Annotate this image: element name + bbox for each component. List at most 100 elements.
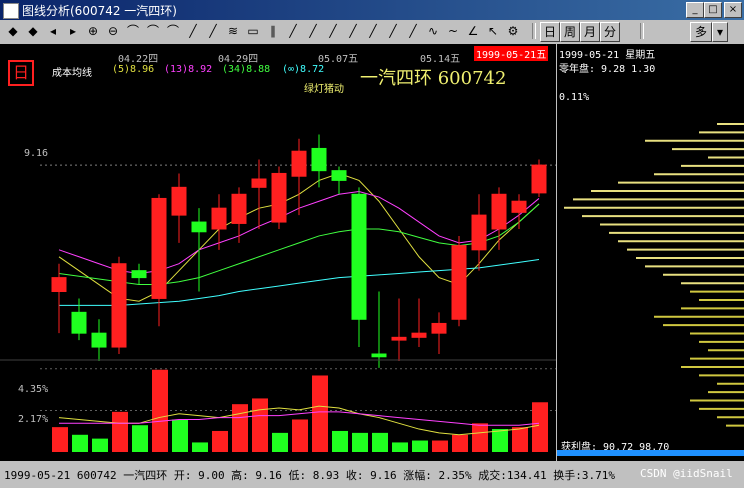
ma-line — [59, 259, 540, 306]
candle-body — [391, 336, 407, 341]
candle-body — [211, 207, 227, 230]
line-icon[interactable]: ╱ — [209, 24, 217, 38]
candle-body — [71, 311, 87, 334]
chart-panel[interactable]: 日 成本均线 (5)8.96 (13)8.92 (34)8.88 (∞)8.72… — [0, 44, 557, 461]
volume-bar — [252, 398, 268, 452]
close-button[interactable]: × — [724, 2, 742, 18]
candle-body — [271, 172, 287, 223]
candle-body — [491, 193, 507, 230]
volume-bar — [512, 427, 528, 452]
diamond-icon[interactable]: ◆ — [8, 24, 18, 38]
chevron-down-icon[interactable]: ▾ — [712, 22, 728, 42]
app-icon — [3, 3, 19, 19]
volume-bar — [292, 419, 308, 452]
date-label: 04.22四 — [118, 54, 159, 65]
volume-bar — [52, 427, 68, 452]
line-icon[interactable]: ╱ — [289, 24, 297, 38]
minimize-button[interactable]: _ — [686, 2, 704, 18]
status-text: 1999-05-21 600742 一汽四环 开: 9.00 高: 9.16 低… — [4, 469, 615, 482]
period-multi-button[interactable]: 多 — [690, 22, 712, 42]
volume-bar — [392, 442, 408, 452]
watermark: CSDN @iidSnail — [640, 467, 733, 480]
toolbar-separator — [640, 23, 644, 39]
ma-inf-value: (∞)8.72 — [282, 64, 325, 75]
window-title: 图线分析(600742 一汽四环) — [22, 4, 177, 18]
date-label: 05.07五 — [318, 54, 359, 65]
curve-icon[interactable]: ⌒ — [166, 24, 179, 38]
volume-bar — [172, 419, 188, 452]
cursor-icon[interactable]: ↖ — [487, 24, 499, 38]
candle-body — [511, 200, 527, 213]
ma34-value: (34)8.88 — [222, 64, 271, 75]
volume-bar — [532, 402, 548, 452]
volume-bar — [132, 425, 148, 452]
volume-bar — [352, 432, 368, 452]
zoom-in-icon[interactable]: ⊕ — [87, 24, 99, 38]
line-icon[interactable]: ╱ — [329, 24, 337, 38]
arrow-left-icon[interactable]: ◂ — [49, 24, 57, 38]
percent-label: 0.11% — [559, 92, 590, 103]
line-icon[interactable]: ╱ — [189, 24, 197, 38]
wave-icon[interactable]: ∿ — [427, 24, 439, 38]
box-icon[interactable]: ▭ — [247, 24, 259, 38]
stock-title: 一汽四环 600742 — [360, 68, 507, 89]
cost-distribution-chart — [564, 123, 744, 427]
profit-label: 零年盘: 9.28 1.30 — [559, 64, 656, 75]
diamond-icon[interactable]: ◆ — [28, 24, 38, 38]
current-date-badge: 1999-05-21五 — [474, 46, 549, 61]
candle-body — [251, 178, 267, 188]
candle-body — [111, 263, 127, 348]
period-week-button[interactable]: 周 — [560, 22, 580, 42]
price-axis-label: 9.16 — [24, 148, 49, 159]
angle-icon[interactable]: ∠ — [467, 24, 479, 38]
arrow-right-icon[interactable]: ▸ — [69, 24, 77, 38]
ma5-value: (5)8.96 — [112, 64, 155, 75]
volume-axis-label: 2.17% — [18, 414, 49, 425]
line-icon[interactable]: ╱ — [369, 24, 377, 38]
maximize-button[interactable]: □ — [704, 2, 722, 18]
candle-body — [191, 221, 207, 233]
volume-bar — [432, 440, 448, 452]
candle-body — [351, 193, 367, 320]
sine-icon[interactable]: ~ — [447, 24, 459, 38]
ma13-value: (13)8.92 — [164, 64, 213, 75]
candle-body — [471, 214, 487, 251]
volume-bar — [472, 423, 488, 452]
volume-bar — [152, 369, 168, 452]
chip-distribution-panel: 1999-05-21 星期五 零年盘: 9.28 1.30 0.11% 获利盘:… — [557, 44, 744, 461]
ma-label: 成本均线 — [52, 68, 92, 79]
candle-body — [331, 170, 347, 181]
line-icon[interactable]: ╱ — [409, 24, 417, 38]
volume-axis-label: 4.35% — [18, 384, 49, 395]
volume-bar — [232, 404, 248, 452]
period-minute-button[interactable]: 分 — [600, 22, 620, 42]
curve-icon[interactable]: ⌒ — [126, 24, 139, 38]
toolbar-separator — [532, 23, 536, 39]
curve-icon[interactable]: ⌒ — [146, 24, 159, 38]
line-icon[interactable]: ╱ — [389, 24, 397, 38]
line-icon[interactable]: ╱ — [309, 24, 317, 38]
profit-ratio-label: 获利盘: 90.72 98.70 — [561, 442, 670, 453]
candle-body — [291, 150, 307, 177]
line-icon[interactable]: ╱ — [349, 24, 357, 38]
candle-body — [531, 164, 547, 194]
candle-body — [131, 270, 147, 279]
zoom-out-icon[interactable]: ⊖ — [107, 24, 119, 38]
side-date: 1999-05-21 星期五 — [559, 50, 656, 61]
candle-body — [311, 147, 327, 172]
candle-body — [371, 353, 387, 358]
waves-icon[interactable]: ≋ — [227, 24, 239, 38]
volume-bar — [72, 434, 88, 452]
gear-icon[interactable]: ⚙ — [507, 24, 519, 38]
kline-chart[interactable] — [0, 44, 556, 461]
period-badge: 日 — [8, 60, 34, 86]
parallel-line-icon[interactable]: ∥ — [270, 24, 276, 38]
volume-bar — [312, 375, 328, 452]
volume-bar — [192, 442, 208, 452]
annotation: 绿灯猪动 — [304, 84, 344, 95]
candle-body — [171, 186, 187, 216]
period-month-button[interactable]: 月 — [580, 22, 600, 42]
candle-body — [451, 245, 467, 320]
period-day-button[interactable]: 日 — [540, 22, 560, 42]
candle-body — [431, 322, 447, 334]
